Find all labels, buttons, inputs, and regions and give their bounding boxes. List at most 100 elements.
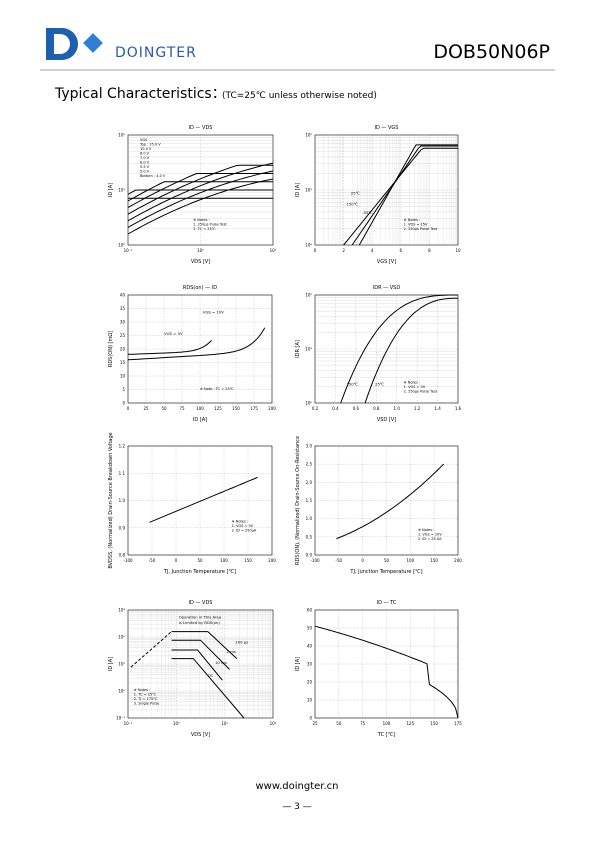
x-axis-label: ID [A] (193, 417, 207, 423)
legend-entry: 7.0 V (140, 156, 150, 160)
note: ※ Note : TC = 25℃ (200, 387, 234, 391)
y-tick-label: 10³ (118, 608, 125, 613)
curve (127, 178, 274, 235)
x-axis-label: VGS [V] (377, 259, 396, 265)
y-tick-label: 30 (307, 662, 313, 667)
section-title: Typical Characteristics： (54, 86, 226, 102)
curve (351, 145, 458, 246)
note: ※ Notes : (404, 381, 420, 385)
y-tick-label: 10⁰ (305, 243, 312, 248)
x-axis-label: VSD [V] (377, 417, 396, 423)
y-tick-label: 0.9 (119, 525, 126, 530)
y-axis-label: ID [A] (108, 183, 114, 197)
curve (314, 625, 459, 719)
x-tick-label: -100 (123, 558, 133, 563)
x-tick-label: 10² (270, 721, 277, 726)
x-tick-label: 1.4 (434, 406, 441, 411)
curve-label: 1 ms (227, 649, 236, 654)
y-tick-label: 10⁻¹ (116, 716, 125, 721)
note: 2. TJ = 175℃ (134, 697, 157, 701)
y-tick-label: 10 (120, 374, 126, 379)
footer-url: www.doingter.cn (255, 781, 338, 792)
note: 1. VGS = 0V (232, 524, 254, 528)
note: 1. TC = 25℃ (134, 693, 156, 697)
y-tick-label: 25 (120, 333, 126, 338)
y-axis-label: IDR [A] (295, 340, 301, 358)
x-tick-label: 8 (428, 248, 431, 253)
curve (127, 173, 273, 209)
note: ※ Notes : (418, 528, 434, 532)
curve (127, 164, 273, 215)
x-tick-label: 10¹ (270, 248, 277, 253)
y-tick-label: 10 (307, 698, 313, 703)
x-tick-label: 150 (244, 558, 252, 563)
y-tick-label: 0.5 (306, 534, 313, 539)
y-tick-label: 40 (307, 644, 313, 649)
x-tick-label: -50 (336, 558, 343, 563)
note: ※ Notes : (232, 519, 248, 523)
y-tick-label: 0.0 (306, 553, 313, 558)
note: 1. VGS = 0V (404, 385, 426, 389)
note: 1. VDS = 15V (404, 222, 428, 226)
chart-title: ID — TC (377, 600, 397, 606)
x-tick-label: 200 (454, 558, 462, 563)
legend-entry: 10.0 V (140, 147, 152, 151)
y-axis-label: ID [A] (295, 183, 301, 197)
note: 2. ID = 25.0A (418, 537, 442, 541)
y-tick-label: 5 (122, 387, 125, 392)
y-tick-label: 1.5 (306, 498, 313, 503)
x-tick-label: 1.0 (394, 406, 401, 411)
curve-label: is Limited by RDS(on) (179, 620, 221, 625)
y-tick-label: 10² (118, 635, 125, 640)
x-tick-label: 0 (361, 558, 364, 563)
x-tick-label: 50 (161, 406, 167, 411)
y-tick-label: 0 (309, 716, 312, 721)
note: ※ Notes : (193, 218, 209, 222)
part-number: DOB50N06P (433, 41, 550, 63)
note: 2. 250μs Pulse Test (404, 227, 438, 231)
note: 3. Single Pulse (134, 702, 160, 706)
legend-entry: 5.0 V (140, 170, 150, 174)
note: ※ Notes : (134, 688, 150, 692)
curve (336, 463, 445, 540)
note: 1. 250μs Pulse Test (193, 222, 227, 226)
x-tick-label: 0.6 (353, 406, 360, 411)
y-tick-label: 0.8 (119, 553, 126, 558)
y-tick-label: 10⁰ (118, 243, 125, 248)
y-tick-label: 1.1 (119, 471, 126, 476)
curve-label: 150℃ (346, 201, 358, 206)
x-tick-label: 0 (127, 406, 130, 411)
curve (127, 327, 266, 361)
note: 2. ID = 250μA (232, 528, 257, 532)
y-tick-label: 10² (118, 133, 125, 138)
chart-title: ID — VDS (189, 125, 213, 131)
legend-entry: 6.0 V (140, 161, 150, 165)
curve-label: -55℃ (362, 210, 372, 215)
y-axis-label: RDS(ON) [mΩ] (108, 331, 114, 367)
section-condition: (TC=25℃ unless otherwise noted) (222, 91, 377, 101)
x-tick-label: 100 (220, 558, 228, 563)
x-tick-label: 1.2 (414, 406, 421, 411)
y-tick-label: 1.2 (119, 444, 126, 449)
x-tick-label: 10⁻¹ (124, 248, 133, 253)
x-tick-label: 75 (360, 721, 366, 726)
y-axis-label: BVDSS, (Normalized) Drain-Source Breakdo… (108, 432, 114, 568)
y-tick-label: 60 (307, 608, 313, 613)
x-axis-label: VDS [V] (191, 732, 210, 738)
y-tick-label: 10¹ (118, 188, 125, 193)
curve (171, 631, 238, 659)
y-tick-label: 30 (120, 320, 126, 325)
chart-title: RDS(on) — ID (183, 285, 217, 291)
curve (171, 649, 223, 681)
y-tick-label: 10¹ (118, 662, 125, 667)
x-tick-label: 0 (175, 558, 178, 563)
curve-label: VGS = 10V (203, 309, 224, 314)
x-tick-label: 2 (342, 248, 345, 253)
x-tick-label: 50 (384, 558, 390, 563)
x-tick-label: 0 (314, 248, 317, 253)
legend-entry: 5.5 V (140, 165, 150, 169)
y-tick-label: 10⁰ (305, 401, 312, 406)
x-tick-label: 50 (197, 558, 203, 563)
x-tick-label: 25 (312, 721, 318, 726)
